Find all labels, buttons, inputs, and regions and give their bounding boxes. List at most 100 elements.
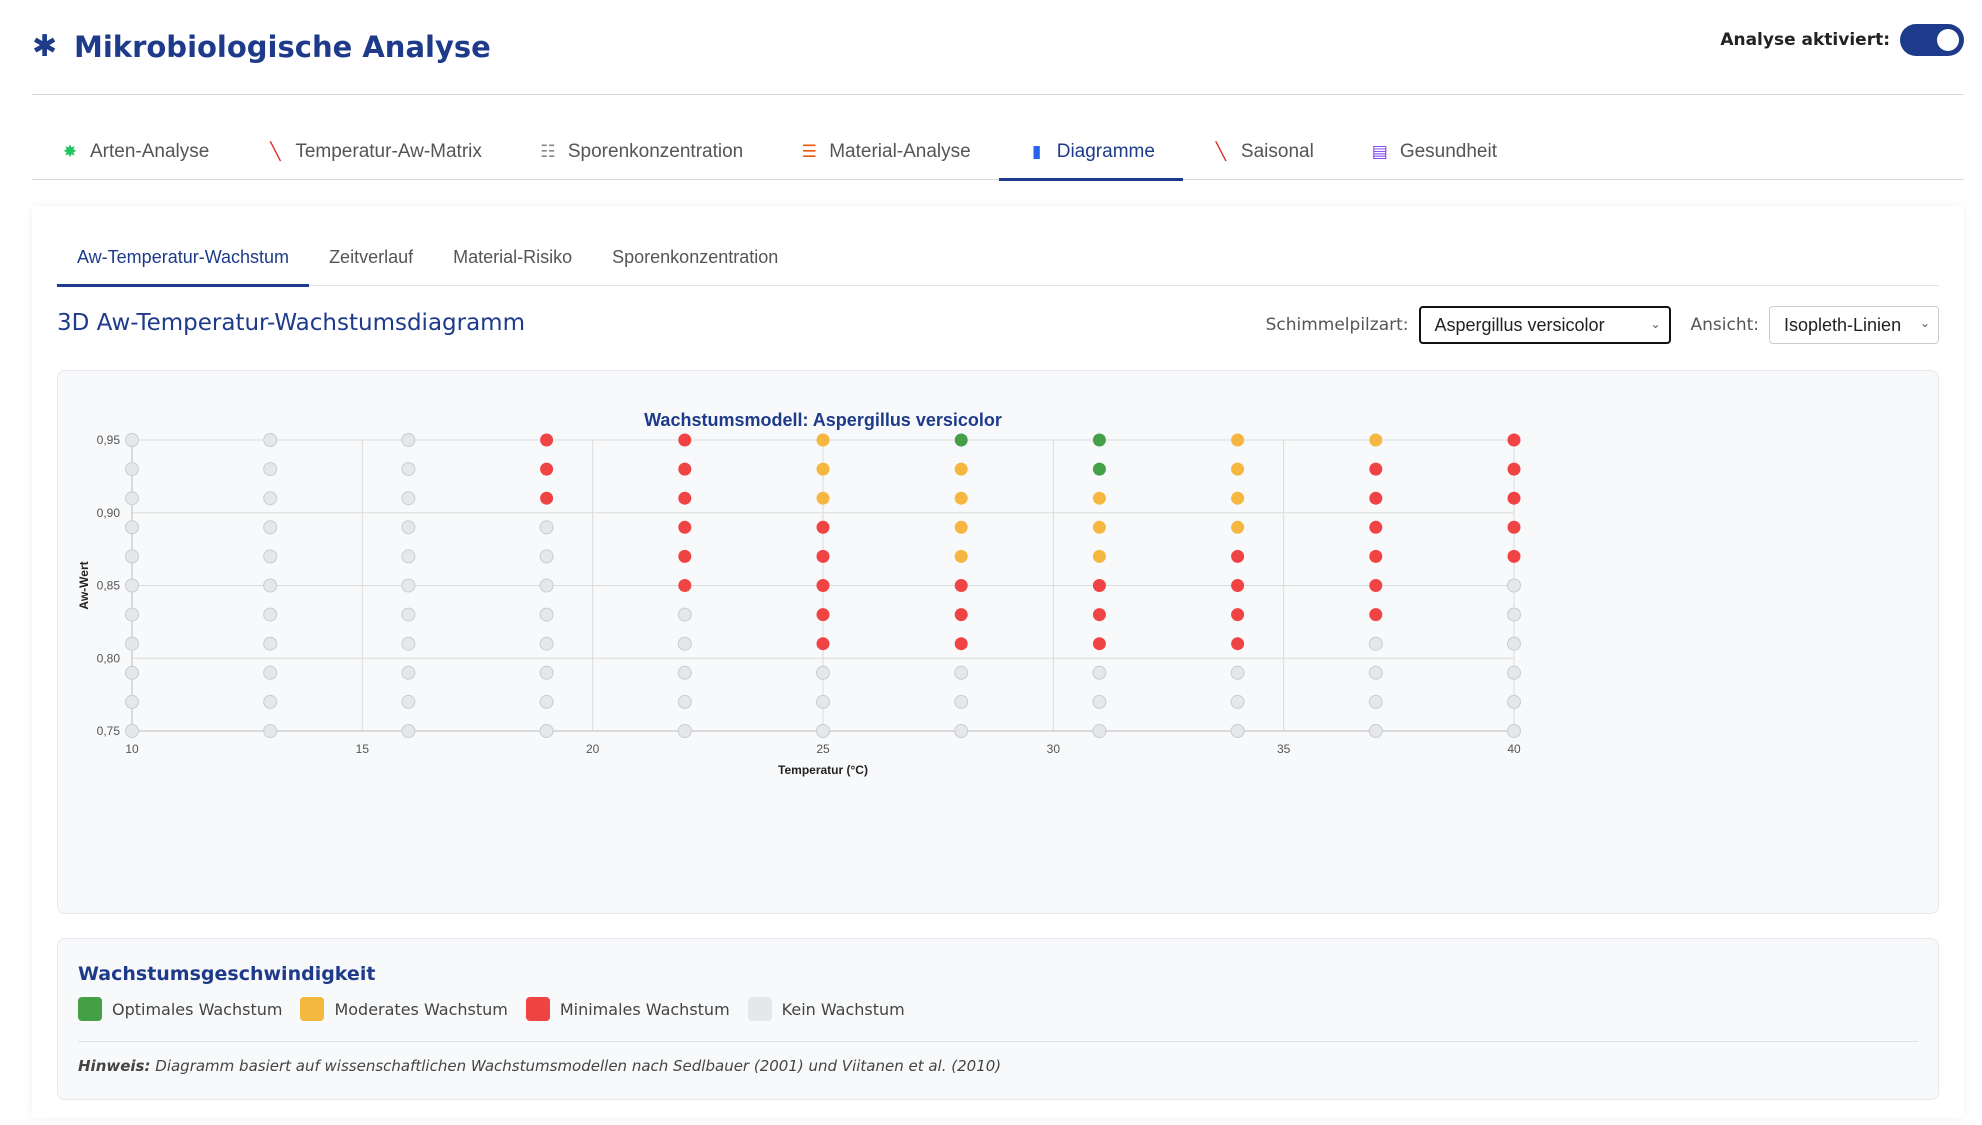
- data-point: [954, 462, 968, 476]
- toggle-label: Analyse aktiviert:: [1720, 30, 1890, 50]
- data-point: [1368, 724, 1383, 738]
- data-point: [1231, 637, 1245, 651]
- nav-item-gesundheit[interactable]: ▤ Gesundheit: [1342, 124, 1525, 180]
- data-point: [1092, 433, 1106, 447]
- view-select-value: Isopleth-Linien: [1784, 314, 1902, 335]
- legend-swatch: [525, 997, 550, 1021]
- data-point: [125, 665, 139, 680]
- data-point: [539, 636, 554, 651]
- data-point: [1231, 579, 1245, 592]
- note-text: Diagramm basiert auf wissenschaftlichen …: [155, 1057, 1002, 1075]
- data-point: [539, 520, 554, 535]
- data-point: [816, 665, 830, 680]
- species-select[interactable]: Aspergillus versicolor ⌄: [1418, 306, 1671, 344]
- nav-item-material-analyse[interactable]: ☰ Material-Analyse: [771, 124, 999, 180]
- app-title: ✱ Mikrobiologische Analyse: [32, 30, 491, 64]
- data-point: [540, 462, 554, 476]
- data-point: [678, 491, 692, 505]
- data-point: [1092, 462, 1106, 476]
- data-point: [954, 608, 968, 622]
- data-point: [125, 694, 139, 709]
- data-point: [1231, 608, 1245, 622]
- tab-material-risiko[interactable]: Material-Risiko: [453, 247, 573, 267]
- data-point: [401, 578, 416, 593]
- data-point: [125, 578, 139, 593]
- species-select-value: Aspergillus versicolor: [1434, 314, 1605, 335]
- legend-label: Minimales Wachstum: [559, 999, 730, 1019]
- data-point: [954, 579, 968, 592]
- diagram-card: Aw-Temperatur-Wachstum Zeitverlauf Materia…: [32, 206, 1964, 1118]
- data-point: [816, 608, 830, 622]
- data-point: [125, 724, 139, 738]
- bar-chart-icon: ▮: [1032, 142, 1042, 162]
- data-point: [401, 694, 416, 709]
- data-point: [1092, 665, 1107, 680]
- data-point: [125, 491, 139, 506]
- data-point: [401, 520, 416, 535]
- data-point: [678, 433, 692, 447]
- y-tick-label: 0,95: [97, 433, 121, 447]
- chart-controls: Schimmelpilzart: Aspergillus versicolor …: [1266, 306, 1939, 344]
- nav-item-label: Arten-Analyse: [90, 141, 210, 162]
- analysis-toggle[interactable]: [1900, 24, 1964, 56]
- legend-label: Optimales Wachstum: [112, 999, 283, 1019]
- data-point: [125, 433, 139, 447]
- data-point: [263, 549, 278, 564]
- tab-aw-temperatur-wachstum[interactable]: Aw-Temperatur-Wachstum: [57, 228, 310, 287]
- data-point: [1369, 462, 1383, 476]
- x-tick-label: 35: [1277, 742, 1291, 756]
- data-point: [125, 636, 139, 651]
- page-title: Mikrobiologische Analyse: [74, 30, 491, 64]
- data-point: [1092, 491, 1106, 505]
- data-point: [1369, 549, 1383, 563]
- data-point: [1507, 462, 1521, 476]
- view-select[interactable]: Isopleth-Linien ⌄: [1769, 306, 1939, 344]
- data-point: [1369, 608, 1383, 622]
- nav-item-diagramme[interactable]: ▮ Diagramme: [998, 124, 1184, 181]
- data-point: [816, 724, 830, 738]
- legend-item: Minimales Wachstum: [525, 997, 730, 1021]
- chevron-down-icon: ⌄: [1650, 317, 1661, 331]
- data-point: [1507, 724, 1521, 738]
- data-point: [401, 665, 416, 680]
- data-point: [1231, 433, 1245, 447]
- legend-swatch: [300, 997, 325, 1021]
- data-point: [1230, 665, 1245, 680]
- data-point: [263, 694, 278, 709]
- data-point: [539, 578, 554, 593]
- data-point: [1231, 520, 1245, 534]
- nav-item-label: Saisonal: [1240, 141, 1314, 162]
- tornado-icon: ☷: [540, 142, 556, 162]
- data-point: [1092, 520, 1106, 534]
- data-point: [677, 724, 692, 738]
- legend-item: Kein Wachstum: [747, 997, 905, 1021]
- data-point: [1507, 665, 1521, 680]
- chart-title: Wachstumsmodell: Aspergillus versicolor: [644, 410, 1002, 430]
- nav-item-arten-analyse[interactable]: ✸ Arten-Analyse: [32, 124, 237, 180]
- data-point: [401, 462, 416, 477]
- tab-sporenkonzentration[interactable]: Sporenkonzentration: [612, 247, 779, 267]
- nav-item-label: Sporenkonzentration: [567, 141, 744, 162]
- x-tick-label: 30: [1047, 742, 1061, 756]
- data-point: [125, 549, 139, 564]
- section-title: 3D Aw-Temperatur-Wachstumsdiagramm: [57, 310, 525, 336]
- data-point: [1368, 636, 1383, 651]
- tab-zeitverlauf[interactable]: Zeitverlauf: [329, 247, 414, 267]
- nav-item-label: Diagramme: [1056, 141, 1155, 162]
- data-point: [1507, 636, 1521, 651]
- data-point: [1507, 491, 1521, 505]
- x-tick-label: 20: [586, 742, 600, 756]
- data-point: [816, 462, 830, 476]
- nav-item-sporenkonzentration[interactable]: ☷ Sporenkonzentration: [510, 124, 771, 180]
- data-point: [540, 491, 554, 505]
- nav-item-saisonal[interactable]: ╲ Saisonal: [1183, 124, 1342, 180]
- data-point: [954, 491, 968, 505]
- view-label: Ansicht:: [1690, 315, 1760, 335]
- data-point: [263, 724, 278, 738]
- analysis-toggle-group: Analyse aktiviert:: [1720, 24, 1964, 56]
- data-point: [1230, 724, 1245, 738]
- x-tick-label: 40: [1507, 742, 1521, 756]
- chevron-down-icon: ⌄: [1919, 316, 1930, 330]
- nav-item-temperatur-aw-matrix[interactable]: ╲ Temperatur-Aw-Matrix: [237, 124, 510, 180]
- bricks-icon: ☰: [801, 142, 817, 162]
